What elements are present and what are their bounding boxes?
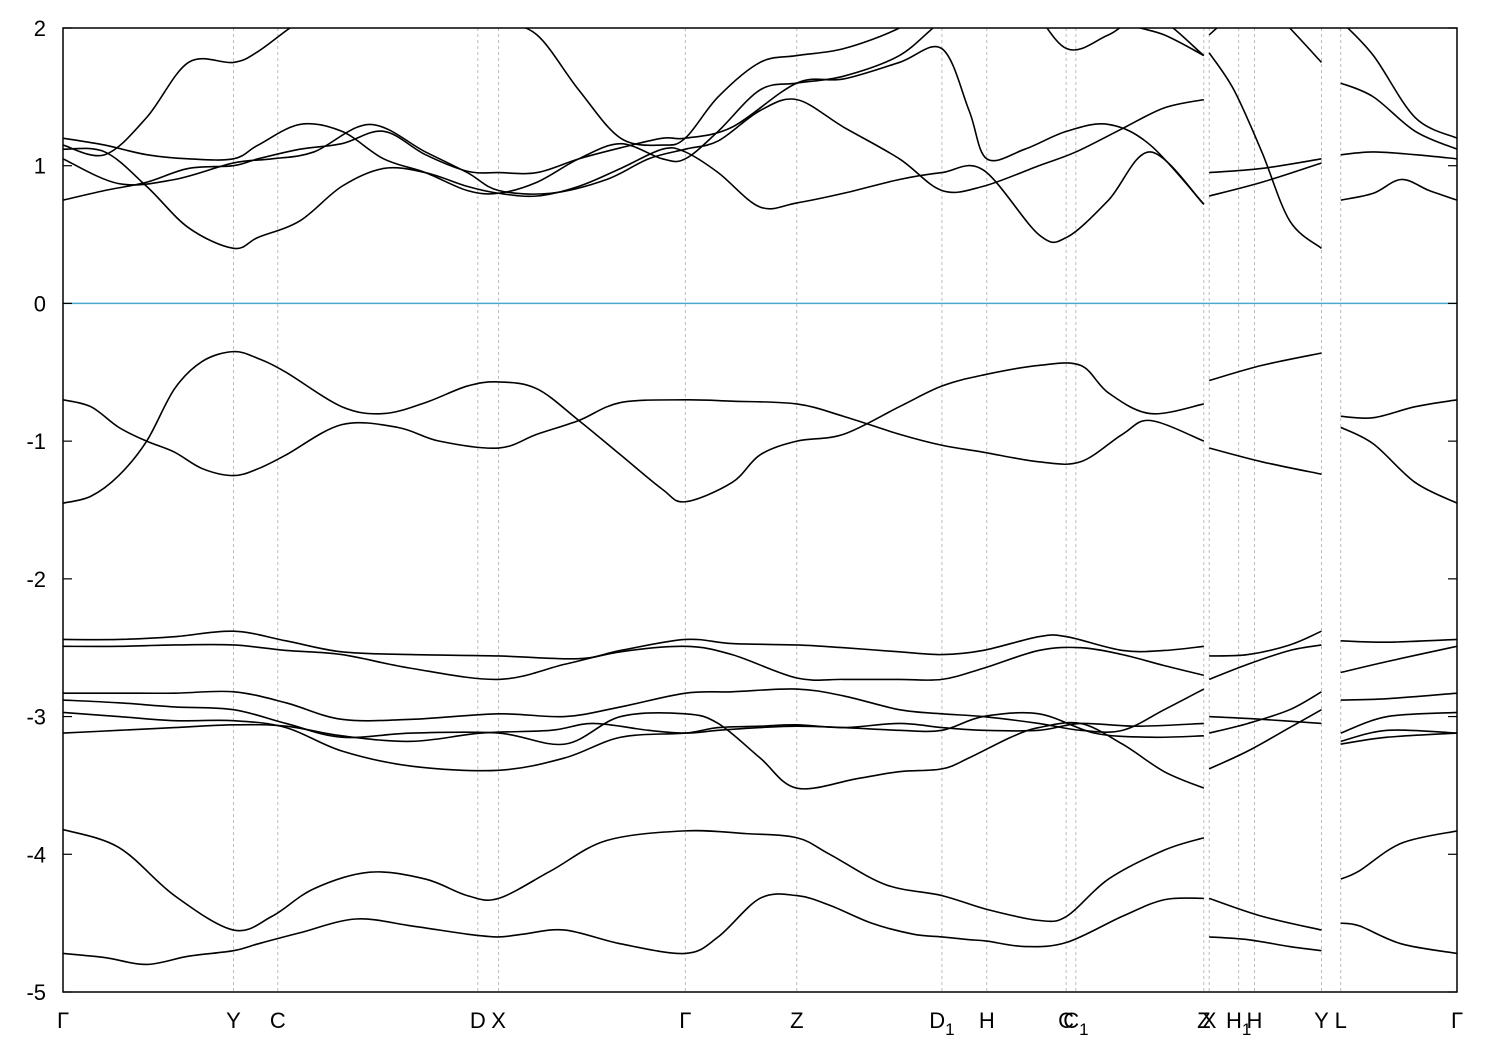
kpoint-grid-lines bbox=[233, 28, 1342, 992]
band-line bbox=[1208, 162, 1322, 197]
plot-frame bbox=[62, 27, 1458, 993]
band-line bbox=[63, 643, 1205, 682]
band-line bbox=[1340, 399, 1457, 420]
x-axis: Γ Y C D X Γ Z D1 H CC1 ZX H1H Y L Γ bbox=[57, 1008, 1463, 1039]
band-line bbox=[63, 893, 1204, 966]
band-line bbox=[63, 828, 1205, 932]
band-line bbox=[63, 711, 1204, 743]
band-line bbox=[1208, 52, 1323, 249]
y-tick-label: -5 bbox=[26, 980, 46, 1005]
band-line bbox=[1209, 158, 1322, 174]
kpoint-label: Z bbox=[790, 1008, 803, 1033]
kpoint-label: C bbox=[270, 1008, 286, 1033]
y-tick-label: 1 bbox=[34, 154, 46, 179]
y-tick-label: -3 bbox=[26, 705, 46, 730]
band-line bbox=[1340, 645, 1457, 674]
band-line bbox=[1340, 692, 1457, 701]
band-line bbox=[1208, 28, 1323, 63]
y-tick-label: -1 bbox=[26, 429, 46, 454]
y-tick-label: -4 bbox=[26, 842, 46, 867]
band-line bbox=[63, 398, 1205, 477]
y-tick-label: -2 bbox=[26, 567, 46, 592]
band-line bbox=[1340, 830, 1457, 880]
kpoint-label: D bbox=[470, 1008, 486, 1033]
band-line bbox=[1208, 691, 1322, 734]
band-line bbox=[1208, 708, 1322, 770]
kpoint-label: Γ bbox=[679, 1008, 691, 1033]
band-line bbox=[63, 28, 1205, 157]
band-lines bbox=[63, 28, 1457, 966]
kpoint-label: C bbox=[1058, 1008, 1074, 1033]
kpoint-label: X bbox=[491, 1008, 506, 1033]
band-line bbox=[1340, 638, 1457, 644]
kpoint-label: X bbox=[1202, 1008, 1217, 1033]
band-line bbox=[1340, 732, 1457, 745]
y-axis: -5 -4 -3 -2 -1 0 1 2 bbox=[26, 16, 1457, 1005]
band-line bbox=[1340, 711, 1457, 734]
band-line bbox=[1340, 426, 1457, 504]
y-tick-label: 2 bbox=[34, 16, 46, 41]
kpoint-label: C1 bbox=[1063, 1008, 1088, 1039]
kpoint-label: H bbox=[979, 1008, 995, 1033]
band-line bbox=[1209, 630, 1322, 657]
band-line bbox=[63, 45, 1205, 205]
band-line bbox=[63, 711, 1204, 772]
band-line bbox=[1340, 151, 1457, 160]
band-line bbox=[1208, 644, 1322, 681]
kpoint-label: L bbox=[1335, 1008, 1347, 1033]
band-line bbox=[1340, 729, 1457, 743]
band-line bbox=[63, 147, 1205, 250]
band-line bbox=[63, 28, 1205, 195]
band-line bbox=[1208, 352, 1322, 382]
kpoint-label: Z bbox=[1197, 1008, 1210, 1033]
kpoint-label: Y bbox=[1314, 1008, 1329, 1033]
band-line bbox=[63, 699, 1205, 790]
band-line bbox=[63, 688, 1205, 733]
band-line bbox=[63, 98, 1205, 195]
band-line bbox=[1208, 897, 1322, 931]
band-line bbox=[63, 350, 1204, 504]
band-line bbox=[1209, 715, 1322, 725]
band-line bbox=[1346, 28, 1457, 139]
kpoint-label: Γ bbox=[1451, 1008, 1463, 1033]
band-line bbox=[1340, 922, 1457, 955]
band-line bbox=[1208, 447, 1322, 475]
y-tick-label: 0 bbox=[34, 291, 46, 316]
band-line bbox=[1209, 936, 1322, 952]
band-line bbox=[1340, 178, 1457, 201]
band-line bbox=[1340, 82, 1457, 150]
kpoint-label: H bbox=[1247, 1008, 1263, 1033]
kpoint-label: Y bbox=[226, 1008, 241, 1033]
band-line bbox=[63, 630, 1204, 660]
kpoint-label: D1 bbox=[929, 1008, 954, 1039]
kpoint-label: Γ bbox=[57, 1008, 69, 1033]
